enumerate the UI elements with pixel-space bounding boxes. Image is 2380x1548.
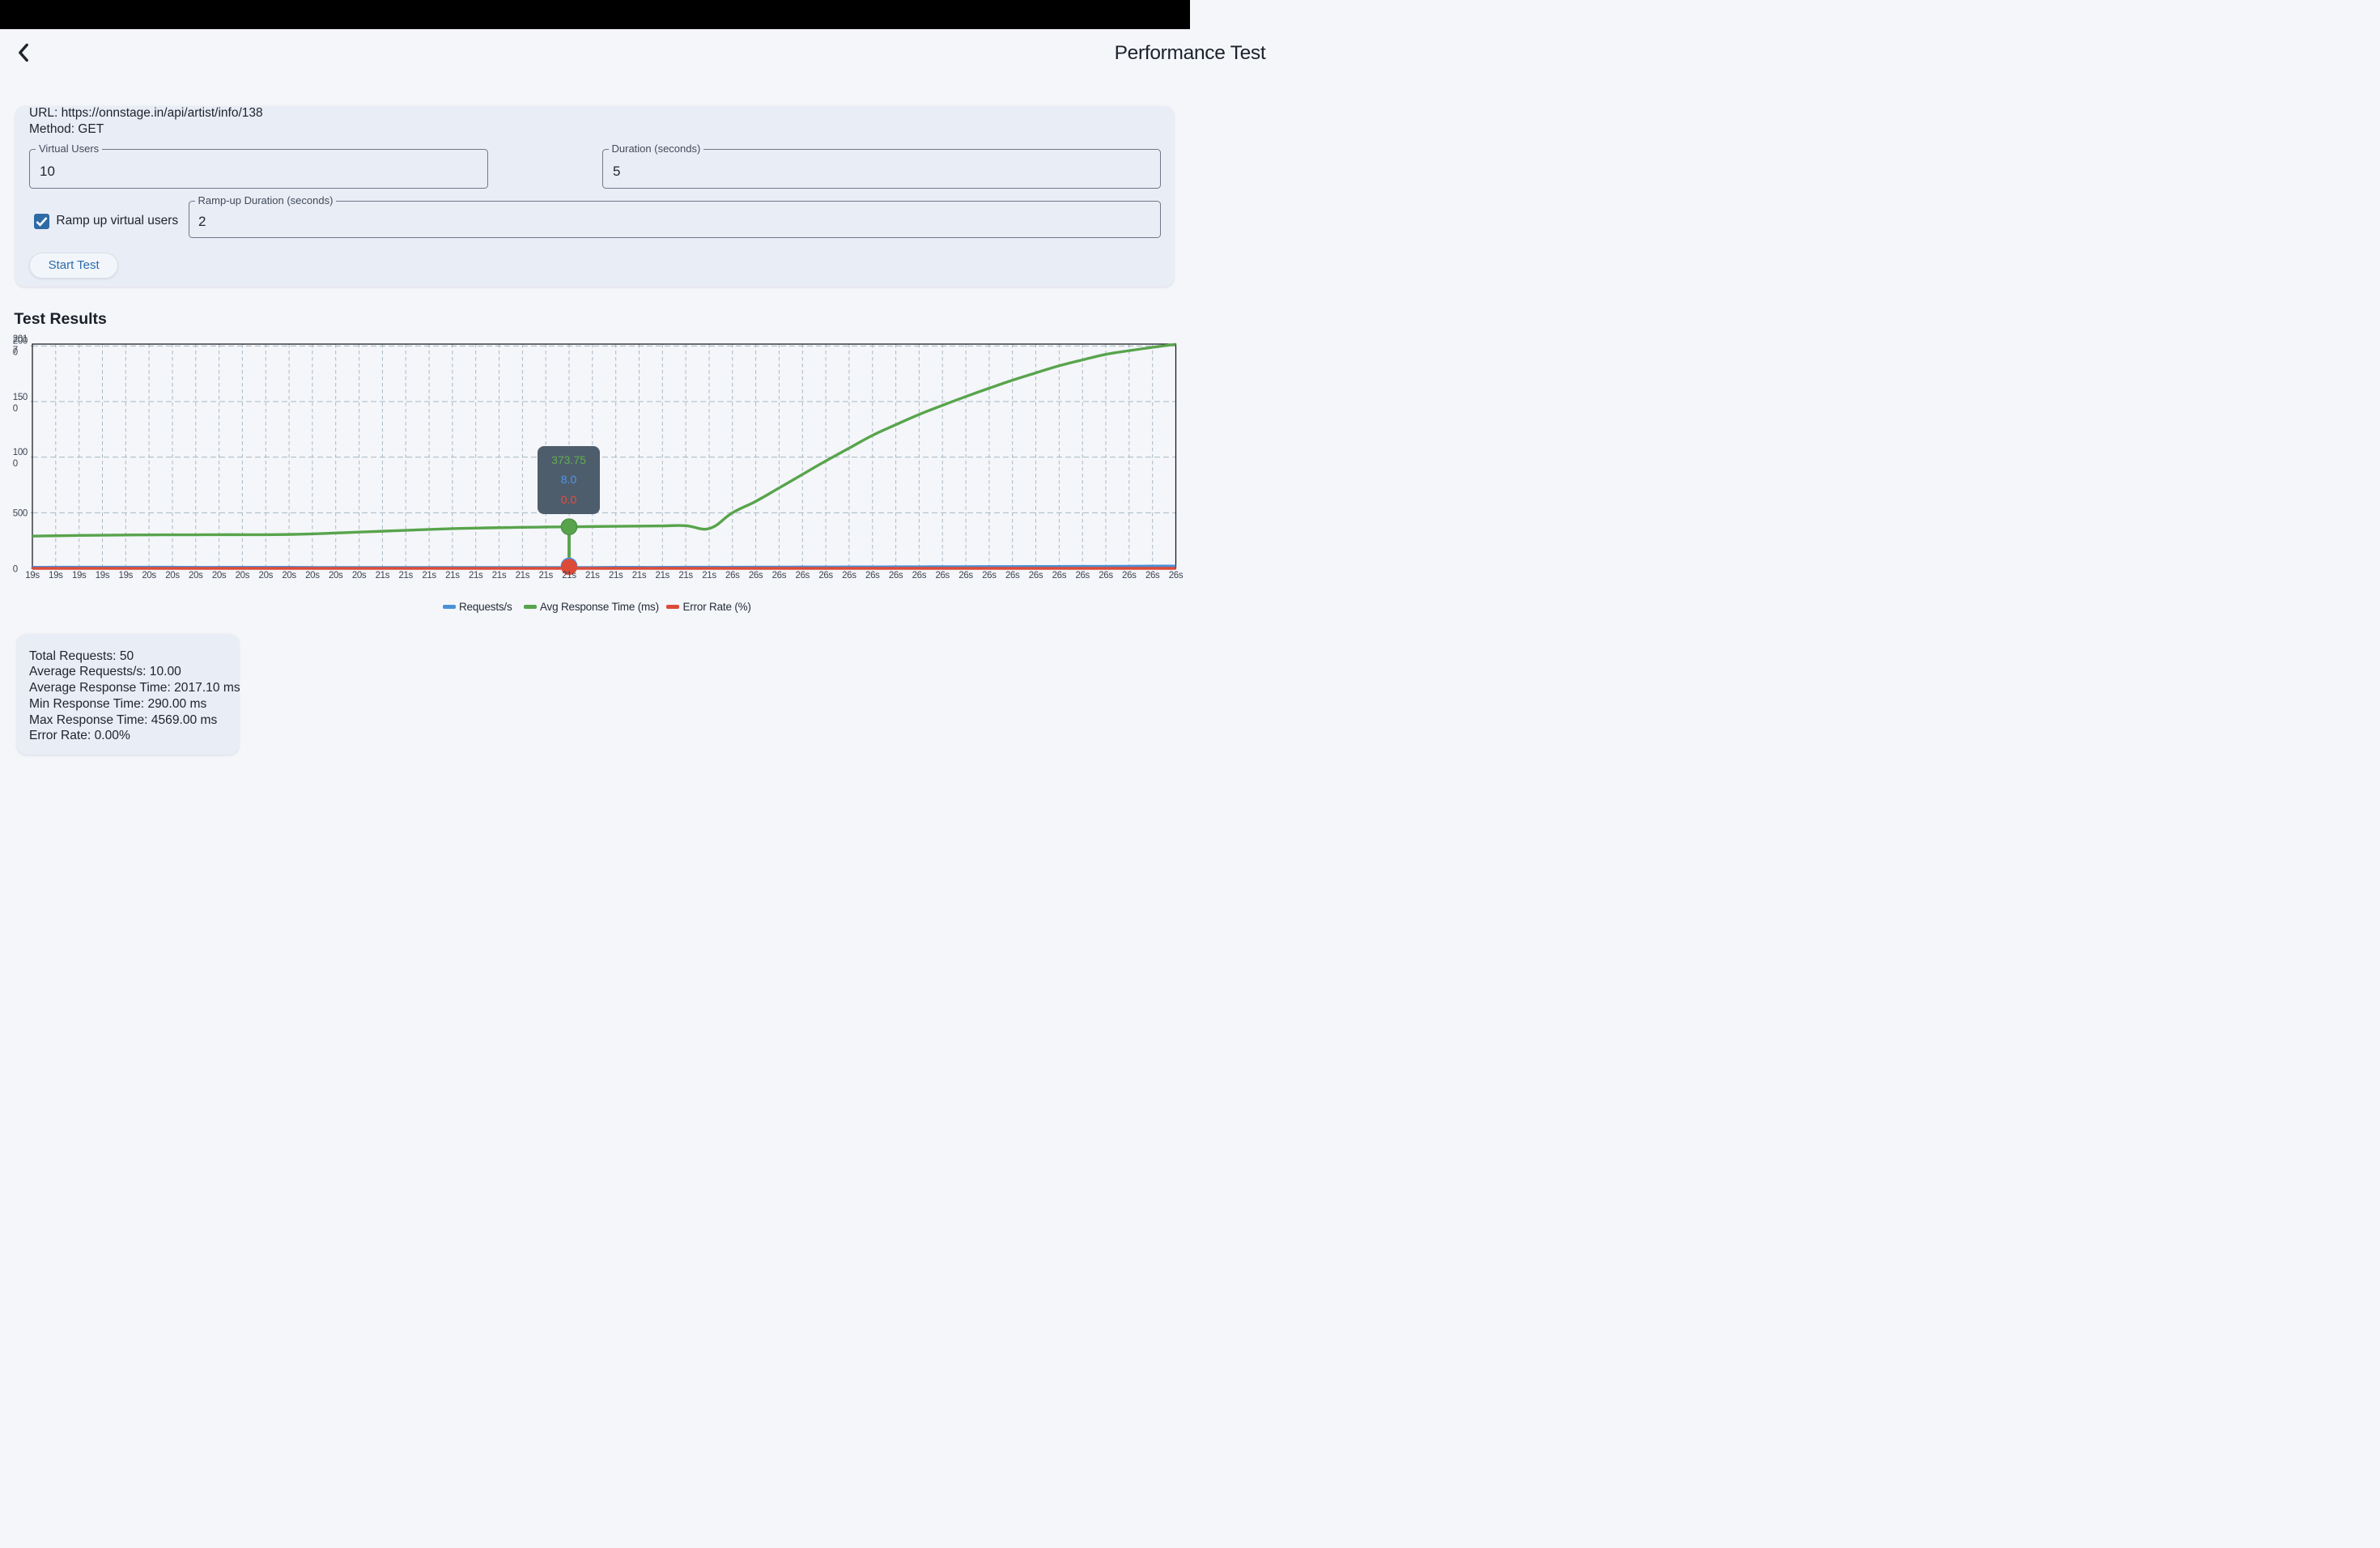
svg-text:500: 500 xyxy=(13,509,28,519)
svg-text:21s: 21s xyxy=(702,571,716,580)
svg-text:20s: 20s xyxy=(259,571,274,580)
svg-text:150: 150 xyxy=(13,393,28,402)
svg-text:200: 200 xyxy=(13,337,28,347)
svg-text:26s: 26s xyxy=(772,571,787,580)
svg-text:20s: 20s xyxy=(165,571,180,580)
svg-text:20s: 20s xyxy=(282,571,296,580)
svg-text:201: 201 xyxy=(13,334,28,344)
svg-text:20s: 20s xyxy=(329,571,343,580)
svg-text:21s: 21s xyxy=(585,571,600,580)
svg-text:20s: 20s xyxy=(189,571,203,580)
svg-text:26s: 26s xyxy=(818,571,833,580)
svg-text:26s: 26s xyxy=(749,571,763,580)
svg-text:19s: 19s xyxy=(119,571,134,580)
svg-text:26s: 26s xyxy=(889,571,903,580)
svg-text:26s: 26s xyxy=(725,571,740,580)
svg-text:19s: 19s xyxy=(72,571,87,580)
svg-text:21s: 21s xyxy=(445,571,460,580)
svg-text:26s: 26s xyxy=(1052,571,1067,580)
svg-text:21s: 21s xyxy=(469,571,483,580)
svg-text:21s: 21s xyxy=(376,571,390,580)
svg-text:0: 0 xyxy=(13,459,18,469)
svg-text:21s: 21s xyxy=(516,571,530,580)
svg-text:19s: 19s xyxy=(25,571,40,580)
svg-text:26s: 26s xyxy=(982,571,997,580)
svg-text:21s: 21s xyxy=(609,571,623,580)
svg-text:20s: 20s xyxy=(212,571,227,580)
svg-text:21s: 21s xyxy=(678,571,693,580)
svg-text:26s: 26s xyxy=(1099,571,1113,580)
svg-text:21s: 21s xyxy=(492,571,507,580)
svg-text:20s: 20s xyxy=(236,571,250,580)
svg-text:21s: 21s xyxy=(562,571,576,580)
svg-text:26s: 26s xyxy=(1122,571,1137,580)
svg-text:26s: 26s xyxy=(1075,571,1090,580)
svg-text:26s: 26s xyxy=(796,571,810,580)
svg-text:26s: 26s xyxy=(958,571,973,580)
svg-text:19s: 19s xyxy=(96,571,110,580)
svg-text:26s: 26s xyxy=(1005,571,1020,580)
svg-text:20s: 20s xyxy=(142,571,156,580)
svg-text:21s: 21s xyxy=(538,571,553,580)
svg-text:21s: 21s xyxy=(422,571,436,580)
svg-text:26s: 26s xyxy=(1169,571,1184,580)
svg-text:0: 0 xyxy=(13,564,18,574)
svg-text:26s: 26s xyxy=(912,571,927,580)
svg-text:26s: 26s xyxy=(865,571,880,580)
svg-text:26s: 26s xyxy=(842,571,856,580)
svg-text:21s: 21s xyxy=(656,571,670,580)
svg-text:7: 7 xyxy=(13,346,18,355)
svg-text:26s: 26s xyxy=(935,571,950,580)
svg-text:19s: 19s xyxy=(49,571,63,580)
svg-text:0: 0 xyxy=(13,404,18,414)
svg-text:20s: 20s xyxy=(352,571,367,580)
svg-text:21s: 21s xyxy=(632,571,647,580)
svg-text:100: 100 xyxy=(13,448,28,457)
svg-text:26s: 26s xyxy=(1029,571,1043,580)
svg-text:21s: 21s xyxy=(398,571,413,580)
svg-text:26s: 26s xyxy=(1145,571,1160,580)
svg-text:20s: 20s xyxy=(305,571,320,580)
svg-text:0: 0 xyxy=(13,348,18,358)
